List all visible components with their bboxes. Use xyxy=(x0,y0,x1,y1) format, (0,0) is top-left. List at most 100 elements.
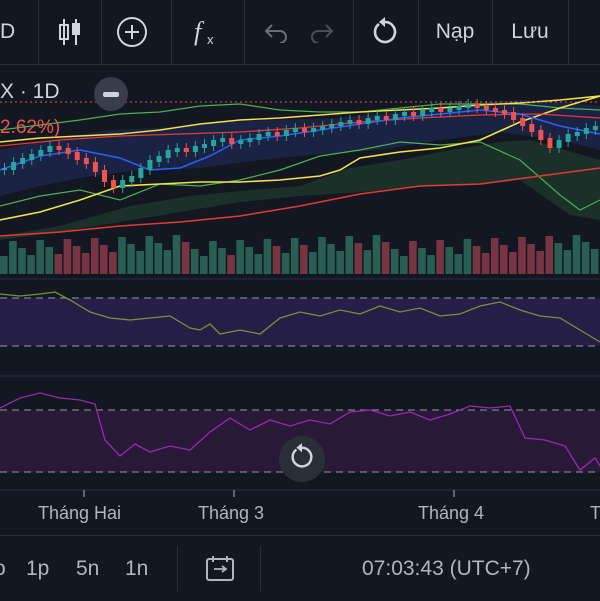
candle-body xyxy=(56,146,62,150)
candle-body xyxy=(402,112,407,116)
candle-body xyxy=(38,150,44,156)
ma-yellow-line xyxy=(0,95,600,221)
candle-body xyxy=(465,104,471,108)
candles-icon[interactable] xyxy=(52,0,88,64)
volume-bar xyxy=(145,236,154,274)
volume-bar xyxy=(227,255,235,274)
volume-bar xyxy=(290,238,299,274)
volume-bar xyxy=(354,243,363,274)
candle-body xyxy=(65,148,71,154)
collapse-legend-button[interactable] xyxy=(94,77,128,111)
candle-body xyxy=(120,180,126,188)
candle-body xyxy=(583,128,589,134)
bollinger-band-fill xyxy=(0,100,600,196)
volume-bar xyxy=(172,235,181,274)
volume-bar xyxy=(81,253,90,274)
add-indicator-icon[interactable] xyxy=(114,0,150,64)
collapse-icon xyxy=(103,85,119,103)
volume-bar xyxy=(154,243,163,274)
symbol-legend[interactable]: X · 1D xyxy=(0,80,60,103)
candle-body xyxy=(111,180,117,188)
symbol-partial[interactable]: D xyxy=(0,20,16,43)
candle-body xyxy=(356,120,362,124)
volume-bar xyxy=(481,253,490,274)
change-percent: 2.62%) xyxy=(0,117,61,138)
volume-bar xyxy=(236,240,244,274)
candle-body xyxy=(147,160,153,170)
candle-body xyxy=(165,150,171,158)
volume-bar xyxy=(9,241,17,274)
redo-icon[interactable] xyxy=(306,0,338,64)
candle-body xyxy=(183,148,189,152)
candle-body xyxy=(520,118,526,126)
candle-body xyxy=(302,128,307,132)
volume-bar xyxy=(109,252,117,274)
candle-body xyxy=(92,162,98,172)
candle-body xyxy=(11,162,17,170)
candle-body xyxy=(174,148,180,152)
candle-body xyxy=(492,108,498,112)
candle-body xyxy=(20,158,26,164)
candle-body xyxy=(347,120,353,124)
candle-body xyxy=(538,130,544,140)
candle-body xyxy=(511,112,517,120)
interval-5n[interactable]: 5n xyxy=(76,556,100,580)
candle-body xyxy=(420,110,426,116)
volume-bar xyxy=(272,246,281,274)
volume-bar xyxy=(572,235,581,274)
volume-bar xyxy=(254,254,263,274)
volume-bar xyxy=(27,255,35,274)
clock[interactable]: 07:03:43 (UTC+7) xyxy=(362,556,531,580)
volume-bar xyxy=(527,244,535,274)
candle-body xyxy=(529,124,535,132)
candle-body xyxy=(138,168,144,178)
interval-1n[interactable]: 1n xyxy=(125,556,149,580)
candle-body xyxy=(292,128,298,132)
volume-bar xyxy=(472,246,481,274)
calendar-range-icon[interactable] xyxy=(205,536,235,601)
refresh-icon[interactable] xyxy=(368,0,402,64)
undo-icon[interactable] xyxy=(260,0,292,64)
reset-chart-button[interactable] xyxy=(279,436,325,482)
volume-bar xyxy=(281,253,290,274)
interval-partial[interactable]: o xyxy=(0,536,10,601)
candle-body xyxy=(592,126,598,130)
candle-body xyxy=(311,128,317,132)
volume-bar xyxy=(127,244,135,274)
candle-body xyxy=(438,108,444,112)
candle-body xyxy=(565,134,571,142)
volume-bar xyxy=(409,241,417,274)
volume-bar xyxy=(463,239,472,274)
volume-bar xyxy=(18,248,26,274)
ma-red-line xyxy=(0,167,600,237)
candle-body xyxy=(456,106,462,110)
oscillator1-band xyxy=(0,298,600,346)
price-chart[interactable] xyxy=(0,64,600,500)
volume-bar xyxy=(327,244,335,274)
volume-bar xyxy=(427,255,435,274)
ma-red-upper-line xyxy=(0,113,600,147)
toolbar-divider xyxy=(492,0,493,64)
volume-bar xyxy=(63,239,72,274)
time-axis-label: T xyxy=(590,503,600,523)
save-button[interactable]: Lưu xyxy=(511,20,549,43)
volume-bar xyxy=(318,237,326,274)
candle-body xyxy=(211,140,217,146)
candle-body xyxy=(574,132,580,136)
svg-text:f: f xyxy=(194,17,205,46)
candle-body xyxy=(320,126,326,130)
load-button[interactable]: Nạp xyxy=(435,20,475,43)
refresh-icon xyxy=(288,442,316,476)
volume-series xyxy=(0,235,599,274)
volume-bar xyxy=(309,252,317,274)
volume-bar xyxy=(400,256,408,274)
volume-bar xyxy=(200,256,208,274)
interval-1p[interactable]: 1p xyxy=(26,556,50,580)
candle-body xyxy=(502,110,507,114)
volume-bar xyxy=(181,242,190,274)
toolbar-divider xyxy=(418,0,419,64)
volume-bar xyxy=(381,242,390,274)
volume-bar xyxy=(36,240,44,274)
